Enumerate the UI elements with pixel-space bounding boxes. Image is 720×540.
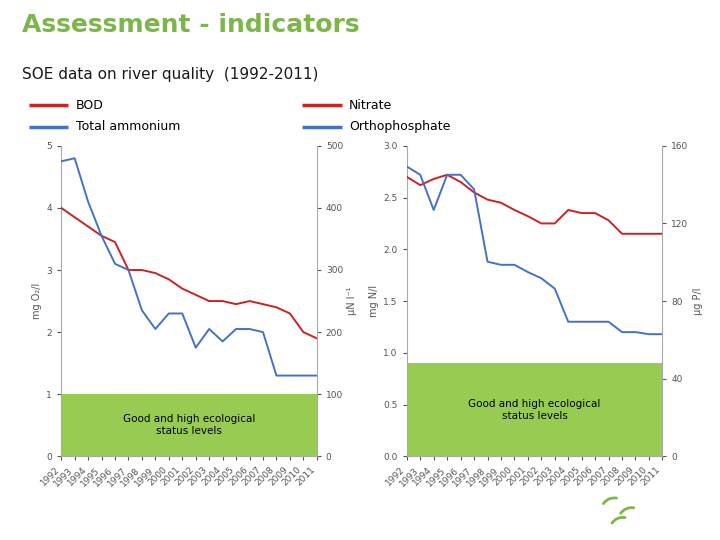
Bar — [61, 394, 317, 456]
Y-axis label: mg N/l: mg N/l — [369, 285, 379, 317]
Y-axis label: mg O₂/l: mg O₂/l — [32, 283, 42, 319]
Text: Orthophosphate: Orthophosphate — [349, 120, 451, 133]
Text: SOE data on river quality  (1992-2011): SOE data on river quality (1992-2011) — [22, 68, 318, 83]
Text: Total ammonium: Total ammonium — [76, 120, 180, 133]
Text: Good and high ecological
status levels: Good and high ecological status levels — [123, 415, 255, 436]
Y-axis label: μg P/l: μg P/l — [693, 287, 703, 315]
Text: EEA group for water: EEA group for water — [502, 507, 691, 525]
Y-axis label: μN l⁻¹: μN l⁻¹ — [347, 287, 357, 315]
Text: Good and high ecological
status levels: Good and high ecological status levels — [469, 399, 600, 421]
Bar — [407, 363, 662, 456]
Text: Nitrate: Nitrate — [349, 99, 392, 112]
Text: BOD: BOD — [76, 99, 104, 112]
Text: Assessment - indicators: Assessment - indicators — [22, 14, 359, 37]
